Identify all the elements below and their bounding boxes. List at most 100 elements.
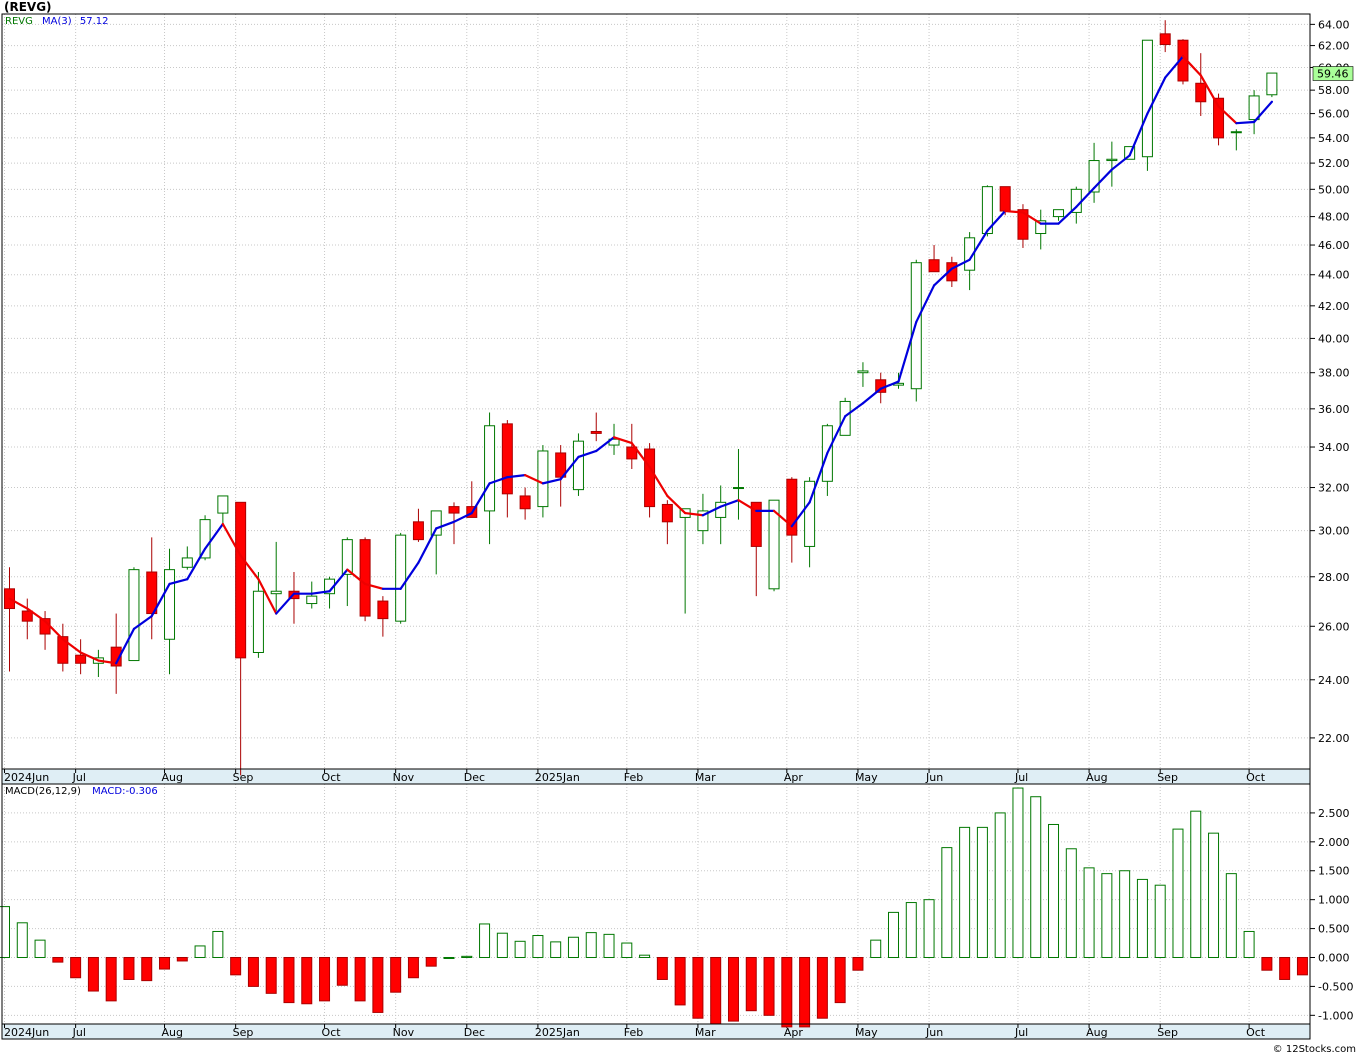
ma-segment [417,527,438,564]
macd-bar-negative [763,956,775,1016]
macd-tick-label: 1.000 [1318,894,1350,907]
macd-bar-negative [354,956,366,1002]
candle-up [484,425,496,512]
date-tick-label: Aug [162,1026,183,1039]
macd-bar-negative [799,956,811,1028]
candle-up [181,557,193,568]
macd-grid [2,784,1310,1024]
candle-up [395,534,407,622]
candle-down [626,446,638,460]
date-tick-label: Jul [72,771,86,784]
macd-bar-negative [425,956,437,967]
chart-title: (REVG) [4,0,52,14]
candle-up [1266,72,1278,96]
macd-bar-negative [319,956,331,1002]
ma-segment [346,568,367,586]
candle-up [981,186,993,235]
macd-bar-negative [852,956,864,971]
macd-bar-negative [745,956,757,1012]
candle-up [857,370,869,374]
ma-label: MA(3) [42,16,72,27]
price-tick-label: 36.00 [1318,403,1350,416]
candle-down [946,262,958,282]
ma-segment [630,442,651,469]
date-tick-label: Jul [72,1026,86,1039]
ma-segment [772,509,793,528]
macd-bar-positive [585,932,597,958]
macd-bar-positive [888,911,899,958]
macd-bar-positive [639,954,651,958]
macd-bar-negative [52,956,64,963]
macd-bar-negative [247,956,259,987]
macd-bar-positive [1154,884,1166,958]
macd-bar-negative [692,956,704,1019]
candle-up [1141,39,1153,158]
date-tick-label: Sep [1157,1026,1178,1039]
price-legend: REVG MA(3) 57.12 [5,16,109,27]
ma-segment [950,258,971,270]
candle-down [448,506,460,514]
price-tick-label: 48.00 [1318,211,1350,224]
candle-up [804,480,816,547]
macd-bar-positive [941,847,953,958]
macd-bar-positive [994,812,1006,958]
ma-segment [399,561,420,590]
ma-segment [1075,186,1096,209]
price-plot-area [2,14,1310,769]
date-tick-label: May [855,1026,878,1039]
macd-bar-negative [141,956,153,982]
ma-segment [1092,168,1113,190]
ma-segment [115,627,136,665]
price-tick-label: 22.00 [1318,732,1350,745]
ma-segment [986,209,1007,232]
price-tick-label: 24.00 [1318,674,1350,687]
macd-bar-positive [1012,787,1024,958]
macd-bar-negative [301,956,313,1005]
ma-segment [701,505,722,517]
macd-tick-label: 2.000 [1318,836,1350,849]
macd-bar-negative [123,956,135,980]
macd-bar-positive [870,939,882,958]
ma-segment [435,520,456,530]
macd-value: MACD:-0.306 [92,786,158,797]
ma-segment [26,607,47,623]
date-tick-label: Dec [464,771,485,784]
site-credit: © 12Stocks.com [1272,1044,1356,1055]
macd-label: MACD(26,12,9) [5,786,81,797]
candle-down [501,423,513,495]
candle-down [661,503,673,523]
ma-segment [879,380,900,390]
ma-segment [168,578,189,586]
ma-segment [186,547,207,581]
ma-segment [826,415,847,455]
ma-segment [310,590,331,595]
candle-down [377,600,389,620]
date-tick-label: Oct [322,771,342,784]
candle-up [964,237,976,271]
macd-bar-negative [1296,956,1308,976]
ma-segment [1057,205,1078,225]
ma-segment [61,638,82,654]
macd-bar-negative [230,956,242,976]
macd-panel-frame [1,783,1311,1040]
macd-bar-negative [781,956,793,1028]
macd-bar-positive [1030,796,1042,958]
macd-bar-positive [567,936,579,958]
date-tick-label: May [855,771,878,784]
candle-down [359,539,371,617]
price-tick-label: 30.00 [1318,525,1350,538]
date-tick-label: Mar [695,771,716,784]
macd-bar-positive [1101,873,1113,958]
price-tick-label: 56.00 [1318,108,1350,121]
ma-segment [203,522,224,550]
candle-down [57,636,69,664]
price-tick-label: 42.00 [1318,300,1350,313]
macd-legend: MACD(26,12,9) MACD:-0.306 [5,786,158,797]
macd-bar-positive [532,935,544,958]
candle-down [750,501,762,547]
candle-down [75,654,87,664]
macd-tick-label: 1.500 [1318,865,1350,878]
macd-bar-positive [496,932,508,958]
price-grid [2,14,1310,769]
candle-down [235,501,247,659]
